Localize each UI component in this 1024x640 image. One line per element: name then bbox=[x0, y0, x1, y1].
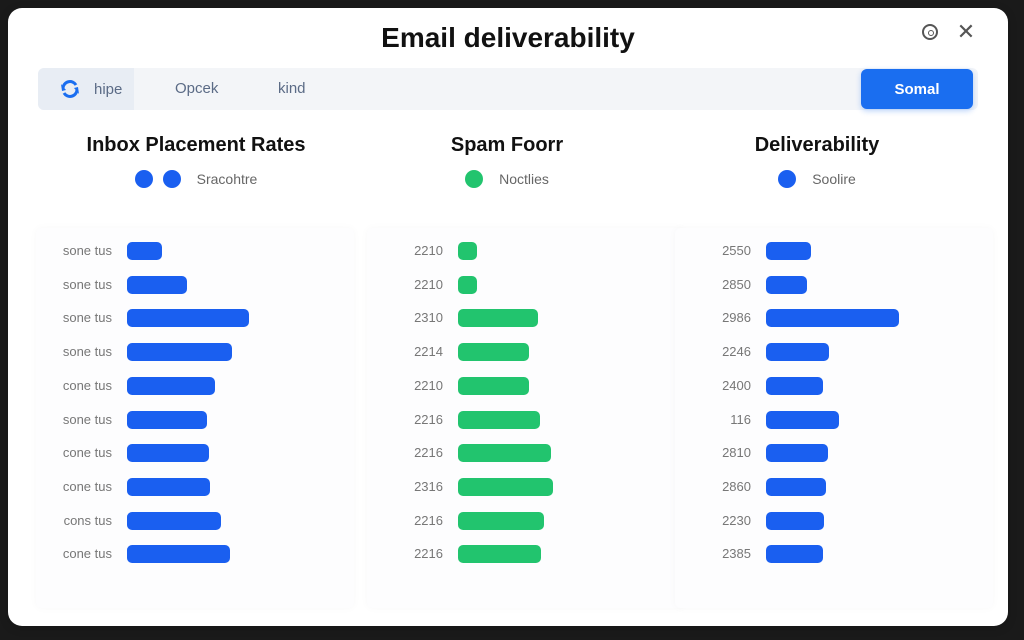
bar-label: cone tus bbox=[62, 478, 112, 494]
legend-label: Soolire bbox=[812, 171, 856, 187]
legend-swatch bbox=[134, 170, 153, 188]
chart-legend: Noctlies bbox=[352, 170, 662, 188]
bar-label: 2400 bbox=[722, 377, 751, 393]
bar-label: 2385 bbox=[722, 546, 751, 562]
toolbar-item-kind[interactable]: kind bbox=[278, 80, 306, 97]
legend-label: Sracohtre bbox=[196, 171, 258, 187]
bar bbox=[766, 309, 899, 328]
help-icon[interactable] bbox=[922, 24, 938, 40]
bar bbox=[127, 309, 249, 328]
bar bbox=[127, 410, 207, 429]
chart-title: Inbox Placement Rates bbox=[86, 134, 306, 156]
bar-label: 2216 bbox=[414, 546, 443, 562]
bar bbox=[127, 275, 187, 294]
bar bbox=[458, 511, 544, 530]
bar-label: 2230 bbox=[722, 512, 751, 528]
bar bbox=[766, 477, 826, 496]
bar bbox=[766, 242, 811, 260]
bar-label: cone tus bbox=[62, 546, 112, 562]
bar bbox=[458, 444, 551, 463]
bar bbox=[766, 545, 823, 564]
bar bbox=[766, 444, 828, 463]
bar bbox=[766, 343, 829, 362]
bar-label: 2810 bbox=[722, 445, 751, 461]
bar-label: 2316 bbox=[414, 478, 443, 494]
bar-label: cone tus bbox=[62, 377, 112, 393]
toolbar-item-opcek[interactable]: Opcek bbox=[175, 80, 219, 97]
bar-label: 2216 bbox=[414, 411, 443, 427]
bar-label: 2310 bbox=[414, 310, 443, 326]
toolbar-item-hipe[interactable]: hipe bbox=[38, 68, 134, 110]
bar-label: 2214 bbox=[414, 344, 443, 360]
app-window: Email deliverability ✕ hipe Opcek kind S… bbox=[8, 8, 1008, 626]
legend-swatch bbox=[162, 170, 181, 188]
bar bbox=[127, 477, 210, 496]
bar-label: 2210 bbox=[414, 276, 443, 292]
bar-label: cons tus bbox=[63, 512, 112, 528]
bar bbox=[127, 511, 221, 530]
bar bbox=[458, 275, 477, 294]
bar bbox=[766, 376, 823, 395]
bar-label: 2210 bbox=[414, 243, 443, 258]
bar bbox=[458, 309, 538, 328]
bar-label: sone tus bbox=[62, 344, 112, 360]
bar bbox=[458, 343, 529, 362]
legend-swatch bbox=[465, 170, 484, 188]
bar bbox=[458, 242, 477, 260]
primary-action-button[interactable]: Somal bbox=[861, 69, 973, 109]
chart-legend: Sracohtre bbox=[41, 170, 351, 188]
bar bbox=[458, 477, 553, 496]
bar-label: sone tus bbox=[62, 243, 112, 258]
bar bbox=[766, 275, 807, 294]
toolbar-label-hipe: hipe bbox=[94, 80, 123, 98]
bar bbox=[458, 376, 529, 395]
chart-plot-2: 2210 2210 2310 2214 2210 2216 2216 2316 2216 2216 bbox=[367, 228, 685, 608]
chart-plot-3: 2550 2850 2986 2246 2400 116 2810 2860 2230 2385 bbox=[675, 228, 993, 608]
toolbar: hipe Opcek kind Somal bbox=[38, 68, 978, 110]
chart-legend: Soolire bbox=[662, 170, 972, 188]
bar-label: 2860 bbox=[722, 478, 751, 494]
close-icon[interactable]: ✕ bbox=[956, 19, 976, 44]
chart-header-2: Spam Foorr Noctlies bbox=[352, 134, 662, 188]
legend-swatch bbox=[778, 170, 797, 188]
bar-label: 2246 bbox=[722, 344, 751, 360]
bar-label: 116 bbox=[730, 411, 751, 427]
chart-title: Spam Foorr bbox=[450, 134, 564, 156]
bar-label: 2216 bbox=[414, 512, 443, 528]
chart-plot-1: sone tus sone tus sone tus sone tus cone tus… bbox=[36, 228, 354, 608]
bar-label: 2850 bbox=[722, 276, 751, 292]
bar bbox=[127, 545, 230, 564]
refresh-icon bbox=[60, 79, 80, 99]
bar bbox=[766, 511, 824, 530]
bar-label: 2550 bbox=[722, 243, 751, 258]
chart-header-1: Inbox Placement Rates Sracohtre bbox=[41, 134, 351, 188]
bar-label: sone tus bbox=[62, 310, 112, 326]
bar bbox=[127, 343, 232, 362]
bar bbox=[127, 376, 215, 395]
page-title: Email deliverability bbox=[381, 22, 635, 53]
bar-label: 2216 bbox=[414, 445, 443, 461]
bar bbox=[127, 242, 162, 260]
bar-label: 2986 bbox=[722, 310, 751, 326]
bar bbox=[458, 545, 541, 564]
chart-title: Deliverability bbox=[754, 134, 880, 156]
bar-label: sone tus bbox=[62, 411, 112, 427]
bar-label: sone tus bbox=[62, 276, 112, 292]
bar-label: 2210 bbox=[414, 377, 443, 393]
bar bbox=[127, 444, 209, 463]
bar bbox=[766, 410, 839, 429]
legend-label: Noctlies bbox=[499, 171, 549, 187]
chart-header-3: Deliverability Soolire bbox=[662, 134, 972, 188]
bar-label: cone tus bbox=[62, 445, 112, 461]
bar bbox=[458, 410, 540, 429]
